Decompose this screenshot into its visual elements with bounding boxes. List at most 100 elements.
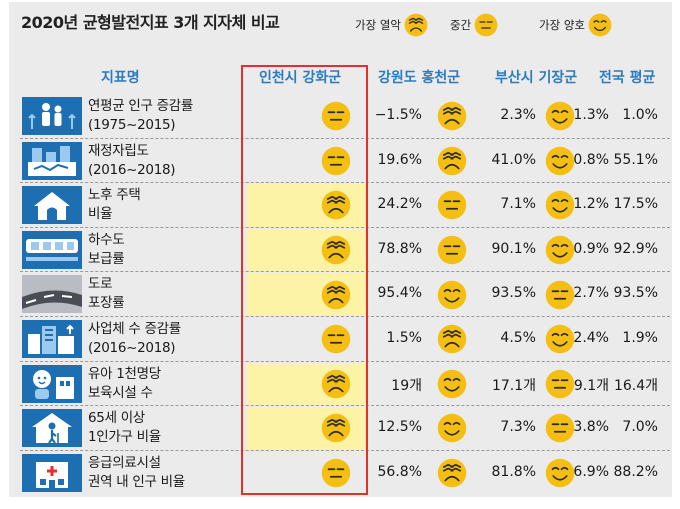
legend-label: 가장 열악: [355, 18, 401, 32]
smile-face-icon: [545, 325, 575, 354]
frown-face-icon: [437, 102, 467, 131]
neutral-face-icon: [437, 235, 467, 265]
indicator-label-line: 응급의료시설: [88, 454, 161, 471]
frown-face-icon: [437, 146, 467, 176]
childcare-icon: [22, 364, 82, 403]
row-divider: [20, 315, 670, 317]
gangwon-value: −1.5%: [374, 107, 422, 123]
indicator-label-line: 하수도: [88, 231, 125, 248]
neutral-face-icon: [321, 325, 351, 354]
incheon-value: 56.9%: [564, 463, 609, 480]
indicator-label-line: 권역 내 인구 비율: [88, 473, 185, 490]
smile-face-icon: [545, 235, 575, 265]
national-average-value: 7.0%: [622, 419, 658, 436]
gangwon-value: 56.8%: [377, 463, 422, 480]
road-icon: [22, 275, 82, 314]
busan-value: 7.1%: [500, 196, 536, 213]
old-house-icon: [22, 186, 82, 225]
table-row: 65세 이상 1인가구 비율 13.8% 12.5% 7.3% 7.0%: [9, 406, 672, 451]
indicator-label-line: 유아 1천명당: [88, 365, 161, 382]
national-average-value: 17.5%: [613, 196, 658, 213]
header-incheon: 인천시 강화군: [259, 70, 342, 86]
gangwon-value: 24.2%: [377, 196, 422, 213]
page-title: 2020년 균형발전지표 3개 지자체 비교: [21, 13, 280, 32]
smile-face-icon: [545, 146, 575, 176]
smile-face-icon: [545, 191, 575, 220]
incheon-value: 82.7%: [564, 285, 609, 302]
row-divider: [20, 360, 670, 362]
table-row: 사업체 수 증감률 (2016~2018) 2.4% 1.5% 4.5% 1.9%: [9, 317, 672, 362]
row-divider: [20, 137, 670, 139]
gangwon-value: 1.5%: [386, 330, 422, 346]
national-average-value: 1.0%: [622, 107, 658, 123]
legend-item: 중간: [450, 12, 498, 38]
finance-icon: [22, 141, 82, 180]
gangwon-value: 78.8%: [377, 240, 422, 257]
row-divider: [20, 182, 670, 184]
indicator-label: 재정자립도 (2016~2018): [88, 142, 176, 180]
frown-face-icon: [321, 369, 351, 399]
table-row: 하수도 보급률 30.9% 78.8% 90.1% 92.9%: [9, 228, 672, 273]
indicator-label-line: 보육시설 수: [88, 384, 153, 401]
neutral-face-icon: [474, 13, 498, 37]
table-row: 도로 포장률 82.7% 95.4% 93.5% 93.5%: [9, 272, 672, 317]
header-row: 지표명 인천시 강화군 강원도 홍천군 부산시 기장군 전국 평균: [9, 66, 672, 90]
incheon-value: 9.1개: [573, 377, 609, 394]
indicator-label-line: 비율: [88, 206, 113, 223]
neutral-face-icon: [545, 414, 575, 443]
neutral-face-icon: [321, 146, 351, 176]
gangwon-value: 12.5%: [377, 419, 422, 436]
incheon-value: 31.2%: [564, 196, 609, 213]
frown-face-icon: [321, 235, 351, 265]
smile-face-icon: [437, 280, 467, 309]
row-divider: [20, 449, 670, 451]
smile-face-icon: [588, 13, 612, 37]
table-row: 노후 주택 비율 31.2% 24.2% 7.1% 17.5%: [9, 183, 672, 228]
indicator-label-line: 연평균 인구 증감률: [88, 98, 193, 114]
frown-face-icon: [321, 280, 351, 309]
national-average-value: 93.5%: [613, 285, 658, 302]
incheon-value: 20.8%: [564, 151, 609, 168]
legend-label: 가장 양호: [539, 18, 585, 32]
busan-value: 4.5%: [500, 330, 536, 346]
frown-face-icon: [321, 191, 351, 220]
smile-face-icon: [437, 414, 467, 443]
national-average-value: 55.1%: [613, 151, 658, 168]
indicator-label-line: 보급률: [88, 250, 125, 267]
frown-face-icon: [404, 13, 428, 37]
sewer-icon: [22, 230, 82, 269]
busan-value: 81.8%: [491, 463, 536, 480]
neutral-face-icon: [321, 458, 351, 488]
population-icon: [22, 97, 82, 135]
elderly-icon: [22, 409, 82, 448]
indicator-label: 도로 포장률: [88, 275, 125, 313]
header-national: 전국 평균: [599, 70, 656, 86]
gangwon-value: 19개: [391, 377, 422, 394]
header-busan: 부산시 기장군: [495, 70, 578, 86]
table-row: 유아 1천명당 보육시설 수 9.1개 19개 17.1개 16.4개: [9, 362, 672, 407]
national-average-value: 1.9%: [622, 330, 658, 346]
indicator-label-line: 65세 이상: [88, 410, 145, 427]
table-row: 응급의료시설 권역 내 인구 비율 56.9% 56.8% 81.8% 88.2%: [9, 451, 672, 496]
busan-value: 90.1%: [491, 240, 536, 257]
table-row: 재정자립도 (2016~2018) 20.8% 19.6% 41.0% 55.1%: [9, 139, 672, 184]
hospital-icon: [22, 453, 82, 492]
busan-value: 7.3%: [500, 419, 536, 436]
header-gangwon: 강원도 홍천군: [378, 70, 461, 86]
row-divider: [20, 405, 670, 407]
neutral-face-icon: [545, 280, 575, 309]
smile-face-icon: [545, 458, 575, 488]
table-row: 연평균 인구 증감률 (1975~2015) −1.3% −1.5% 2.3% 1.0%: [9, 94, 672, 139]
busan-value: 17.1개: [491, 377, 536, 394]
neutral-face-icon: [437, 191, 467, 220]
indicator-label-line: (2016~2018): [88, 340, 176, 356]
legend-item: 가장 양호: [539, 12, 612, 38]
indicator-label: 사업체 수 증감률 (2016~2018): [88, 320, 181, 358]
legend-label: 중간: [450, 18, 472, 32]
row-divider: [20, 226, 670, 228]
infographic-panel: 2020년 균형발전지표 3개 지자체 비교 가장 열악 중간 가장 양호 지표명 …: [9, 2, 672, 497]
national-average-value: 92.9%: [613, 240, 658, 257]
